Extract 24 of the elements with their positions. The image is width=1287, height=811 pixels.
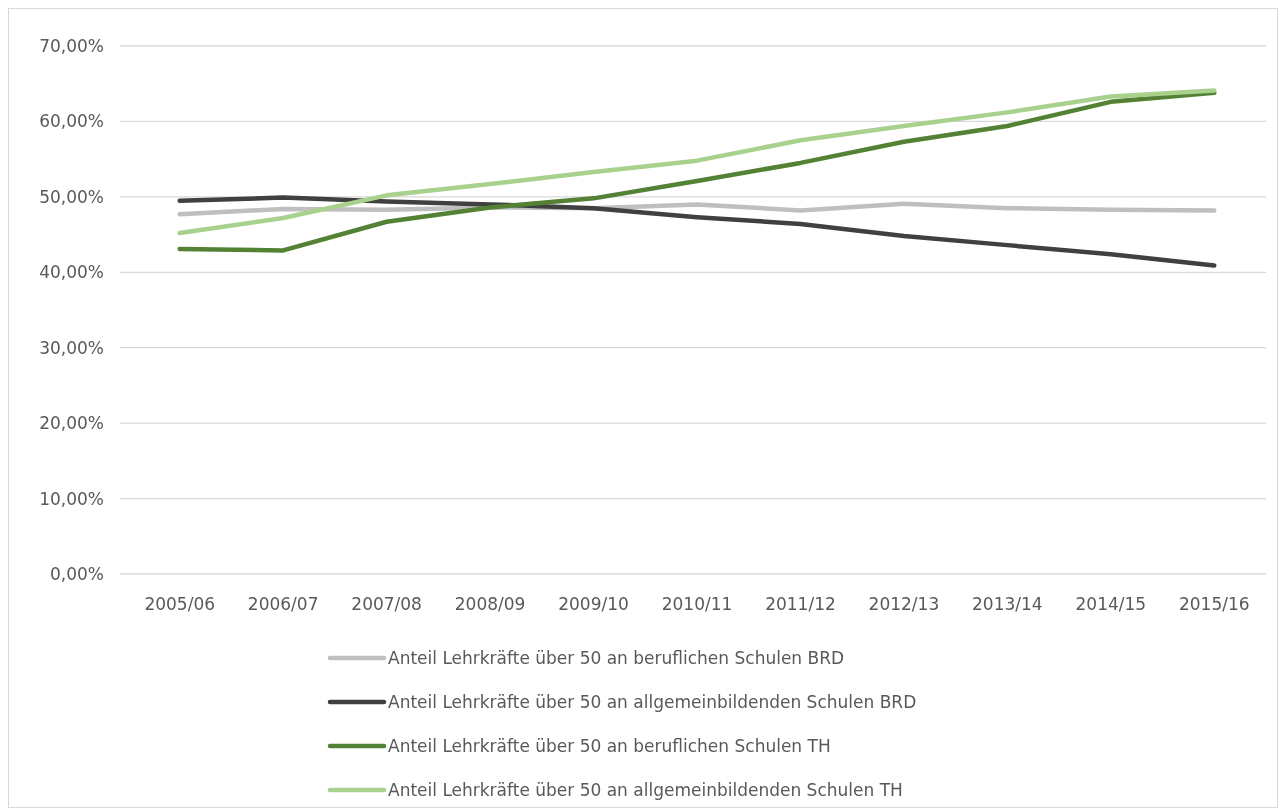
y-tick-label: 20,00%: [39, 413, 104, 434]
y-tick-label: 30,00%: [39, 337, 104, 358]
x-tick-label: 2012/13: [868, 594, 940, 614]
x-tick-label: 2014/15: [1075, 594, 1147, 614]
y-tick-label: 70,00%: [39, 35, 104, 56]
x-tick-label: 2013/14: [972, 594, 1043, 614]
y-tick-label: 40,00%: [39, 262, 104, 283]
y-tick-label: 60,00%: [39, 111, 104, 132]
legend-label: Anteil Lehrkräfte über 50 an beruflichen Schulen TH: [388, 735, 831, 756]
legend-label: Anteil Lehrkräfte über 50 an allgemeinbildenden Schulen TH: [388, 779, 903, 800]
x-tick-label: 2007/08: [351, 594, 422, 614]
x-tick-label: 2011/12: [765, 594, 836, 614]
y-tick-label: 0,00%: [49, 563, 104, 584]
legend-label: Anteil Lehrkräfte über 50 an allgemeinbildenden Schulen BRD: [388, 691, 917, 712]
x-tick-label: 2015/16: [1178, 594, 1250, 614]
y-tick-label: 10,00%: [39, 488, 104, 509]
x-tick-label: 2008/09: [454, 594, 526, 614]
x-tick-label: 2005/06: [144, 594, 216, 614]
y-tick-label: 50,00%: [39, 186, 104, 207]
x-tick-label: 2009/10: [558, 594, 629, 614]
x-tick-label: 2010/11: [661, 594, 733, 614]
legend-label: Anteil Lehrkräfte über 50 an beruflichen Schulen BRD: [388, 647, 845, 668]
x-tick-label: 2006/07: [247, 594, 319, 614]
line-series: [177, 195, 1217, 268]
